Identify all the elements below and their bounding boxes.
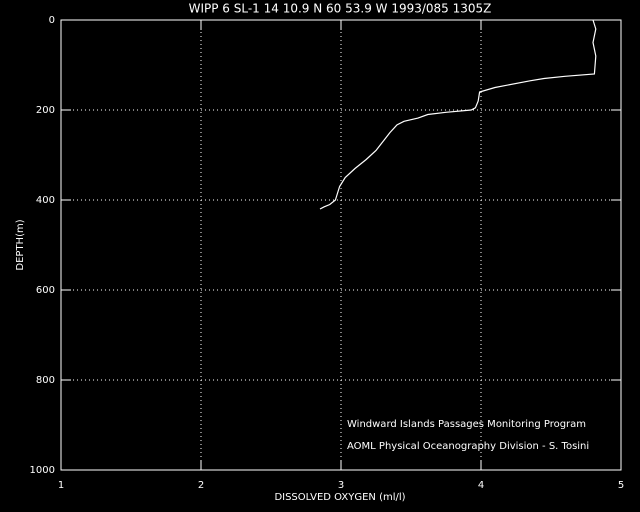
y-tick-label: 800 bbox=[36, 375, 55, 386]
x-axis-label: DISSOLVED OXYGEN (ml/l) bbox=[274, 492, 405, 503]
profile-line bbox=[319, 19, 597, 210]
y-tick-label: 600 bbox=[36, 285, 55, 296]
x-tick-label: 4 bbox=[478, 480, 484, 491]
x-tick-label: 2 bbox=[198, 480, 204, 491]
y-tick-label: 1000 bbox=[30, 465, 55, 476]
x-tick-label: 1 bbox=[58, 480, 64, 491]
x-tick-label: 3 bbox=[338, 480, 344, 491]
y-axis-label: DEPTH(m) bbox=[15, 219, 26, 270]
annotation: Windward Islands Passages Monitoring Pro… bbox=[347, 419, 586, 430]
x-tick-label: 5 bbox=[618, 480, 624, 491]
y-tick-label: 400 bbox=[36, 195, 55, 206]
chart-title: WIPP 6 SL-1 14 10.9 N 60 53.9 W 1993/085… bbox=[189, 2, 492, 16]
annotation: AOML Physical Oceanography Division - S.… bbox=[347, 441, 589, 452]
y-tick-label: 0 bbox=[49, 15, 55, 26]
y-tick-label: 200 bbox=[36, 105, 55, 116]
